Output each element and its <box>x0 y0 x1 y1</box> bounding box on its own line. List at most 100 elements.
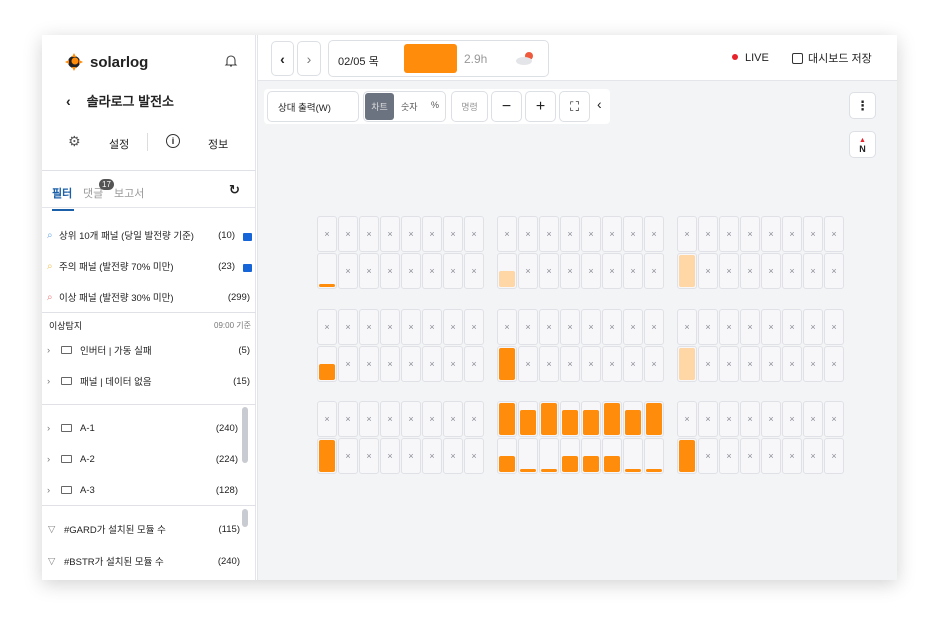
info-icon[interactable]: i <box>166 134 180 148</box>
panel-cell[interactable]: × <box>719 346 739 382</box>
tag-item[interactable]: ▽ #BSTR가 설치된 모듈 수 (240) <box>48 551 248 571</box>
panel-cell[interactable]: × <box>698 346 718 382</box>
prev-date-button[interactable]: ‹ <box>271 41 294 76</box>
save-dashboard-button[interactable]: 대시보드 저장 <box>792 50 872 66</box>
panel-cell[interactable]: × <box>644 309 664 345</box>
zoom-out-button[interactable]: − <box>491 91 522 122</box>
panel-cell[interactable]: × <box>443 216 463 252</box>
panel-cell[interactable]: × <box>824 401 844 437</box>
group-item[interactable]: › A-2 (224) <box>47 449 247 469</box>
panel-cell[interactable]: × <box>518 309 538 345</box>
panel-cell[interactable]: × <box>464 401 484 437</box>
panel-cell[interactable]: × <box>401 309 421 345</box>
panel-cell[interactable]: × <box>464 216 484 252</box>
panel-cell[interactable]: × <box>380 309 400 345</box>
panel-cell[interactable]: × <box>317 401 337 437</box>
panel-cell[interactable] <box>497 346 517 382</box>
panel-cell[interactable]: × <box>359 216 379 252</box>
percent-view-button[interactable]: % <box>431 100 440 110</box>
compass-button[interactable]: ▲ N <box>849 131 876 158</box>
panel-cell[interactable]: × <box>338 253 358 289</box>
live-indicator[interactable]: LIVE <box>745 52 769 64</box>
panel-cell[interactable]: × <box>581 216 601 252</box>
panel-cell[interactable]: × <box>740 253 760 289</box>
zoom-in-button[interactable]: + <box>525 91 556 122</box>
panel-cell[interactable]: × <box>677 309 697 345</box>
panel-cell[interactable]: × <box>581 253 601 289</box>
panel-cell[interactable]: × <box>602 216 622 252</box>
panel-cell[interactable]: × <box>623 216 643 252</box>
date-selector[interactable]: 02/05 목 2.9h <box>328 40 549 77</box>
chevron-right-icon[interactable]: › <box>47 484 51 496</box>
panel-cell[interactable]: × <box>623 309 643 345</box>
panel-cell[interactable]: × <box>719 253 739 289</box>
panel-cell[interactable]: × <box>698 401 718 437</box>
panel-cell[interactable]: × <box>464 438 484 474</box>
filter-item[interactable]: ⌕ 주의 패널 (발전량 70% 미만) (23) <box>47 256 252 276</box>
group-item[interactable]: › A-1 (240) <box>47 418 247 438</box>
panel-cell[interactable]: × <box>677 401 697 437</box>
panel-cell[interactable]: × <box>644 253 664 289</box>
panel-cell[interactable] <box>317 346 337 382</box>
panel-cell[interactable]: × <box>497 309 517 345</box>
panel-cell[interactable]: × <box>338 401 358 437</box>
panel-cell[interactable]: × <box>644 216 664 252</box>
panel-cell[interactable]: × <box>719 309 739 345</box>
panel-cell[interactable]: × <box>560 346 580 382</box>
panel-cell[interactable]: × <box>380 253 400 289</box>
panel-cell[interactable]: × <box>581 309 601 345</box>
panel-cell[interactable]: × <box>602 346 622 382</box>
panel-cell[interactable]: × <box>317 309 337 345</box>
panel-cell[interactable]: × <box>443 401 463 437</box>
panel-cell[interactable] <box>644 438 664 474</box>
panel-cell[interactable]: × <box>338 216 358 252</box>
panel-cell[interactable]: × <box>782 346 802 382</box>
panel-cell[interactable]: × <box>623 253 643 289</box>
panel-cell[interactable]: × <box>740 438 760 474</box>
chart-view-button[interactable]: 차트 <box>365 93 394 120</box>
panel-cell[interactable]: × <box>560 309 580 345</box>
panel-cell[interactable]: × <box>677 216 697 252</box>
panel-cell[interactable]: × <box>401 438 421 474</box>
panel-cell[interactable]: × <box>422 438 442 474</box>
panel-cell[interactable] <box>497 253 517 289</box>
panel-cell[interactable] <box>560 401 580 437</box>
panel-cell[interactable]: × <box>824 253 844 289</box>
panel-cell[interactable] <box>581 438 601 474</box>
filter-item[interactable]: ⌕ 상위 10개 패널 (당일 발전량 기준) (10) <box>47 225 252 245</box>
panel-cell[interactable]: × <box>740 346 760 382</box>
panel-cell[interactable]: × <box>803 438 823 474</box>
panel-cell[interactable]: × <box>719 401 739 437</box>
chevron-right-icon[interactable]: › <box>47 375 51 387</box>
panel-cell[interactable] <box>677 346 697 382</box>
panel-cell[interactable]: × <box>803 309 823 345</box>
panel-cell[interactable]: × <box>422 401 442 437</box>
panel-cell[interactable]: × <box>602 253 622 289</box>
panel-cell[interactable]: × <box>761 309 781 345</box>
gear-icon[interactable]: ⚙ <box>68 133 81 149</box>
panel-cell[interactable]: × <box>443 309 463 345</box>
panel-cell[interactable]: × <box>401 346 421 382</box>
anomaly-item[interactable]: › 인버터 | 가동 실패 (5) <box>47 340 250 360</box>
back-chevron-icon[interactable]: ‹ <box>66 92 71 109</box>
tab-filter[interactable]: 필터 <box>52 185 74 211</box>
panel-cell[interactable]: × <box>401 216 421 252</box>
panel-cell[interactable] <box>317 438 337 474</box>
chevron-right-icon[interactable]: › <box>47 422 51 434</box>
panel-cell[interactable]: × <box>581 346 601 382</box>
panel-cell[interactable]: × <box>380 216 400 252</box>
panel-cell[interactable]: × <box>518 346 538 382</box>
panel-cell[interactable]: × <box>464 253 484 289</box>
group-item[interactable]: › A-3 (128) <box>47 480 247 500</box>
tab-report[interactable]: 보고서 <box>114 188 145 200</box>
panel-cell[interactable]: × <box>803 401 823 437</box>
panel-cell[interactable]: × <box>443 253 463 289</box>
panel-cell[interactable]: × <box>644 346 664 382</box>
tag-item[interactable]: ▽ #GARD가 설치된 모듈 수 (115) <box>48 519 248 539</box>
panel-cell[interactable]: × <box>338 346 358 382</box>
panel-cell[interactable]: × <box>782 216 802 252</box>
panel-cell[interactable]: × <box>560 253 580 289</box>
panel-cell[interactable] <box>602 401 622 437</box>
panel-cell[interactable] <box>623 401 643 437</box>
panel-cell[interactable]: × <box>422 216 442 252</box>
